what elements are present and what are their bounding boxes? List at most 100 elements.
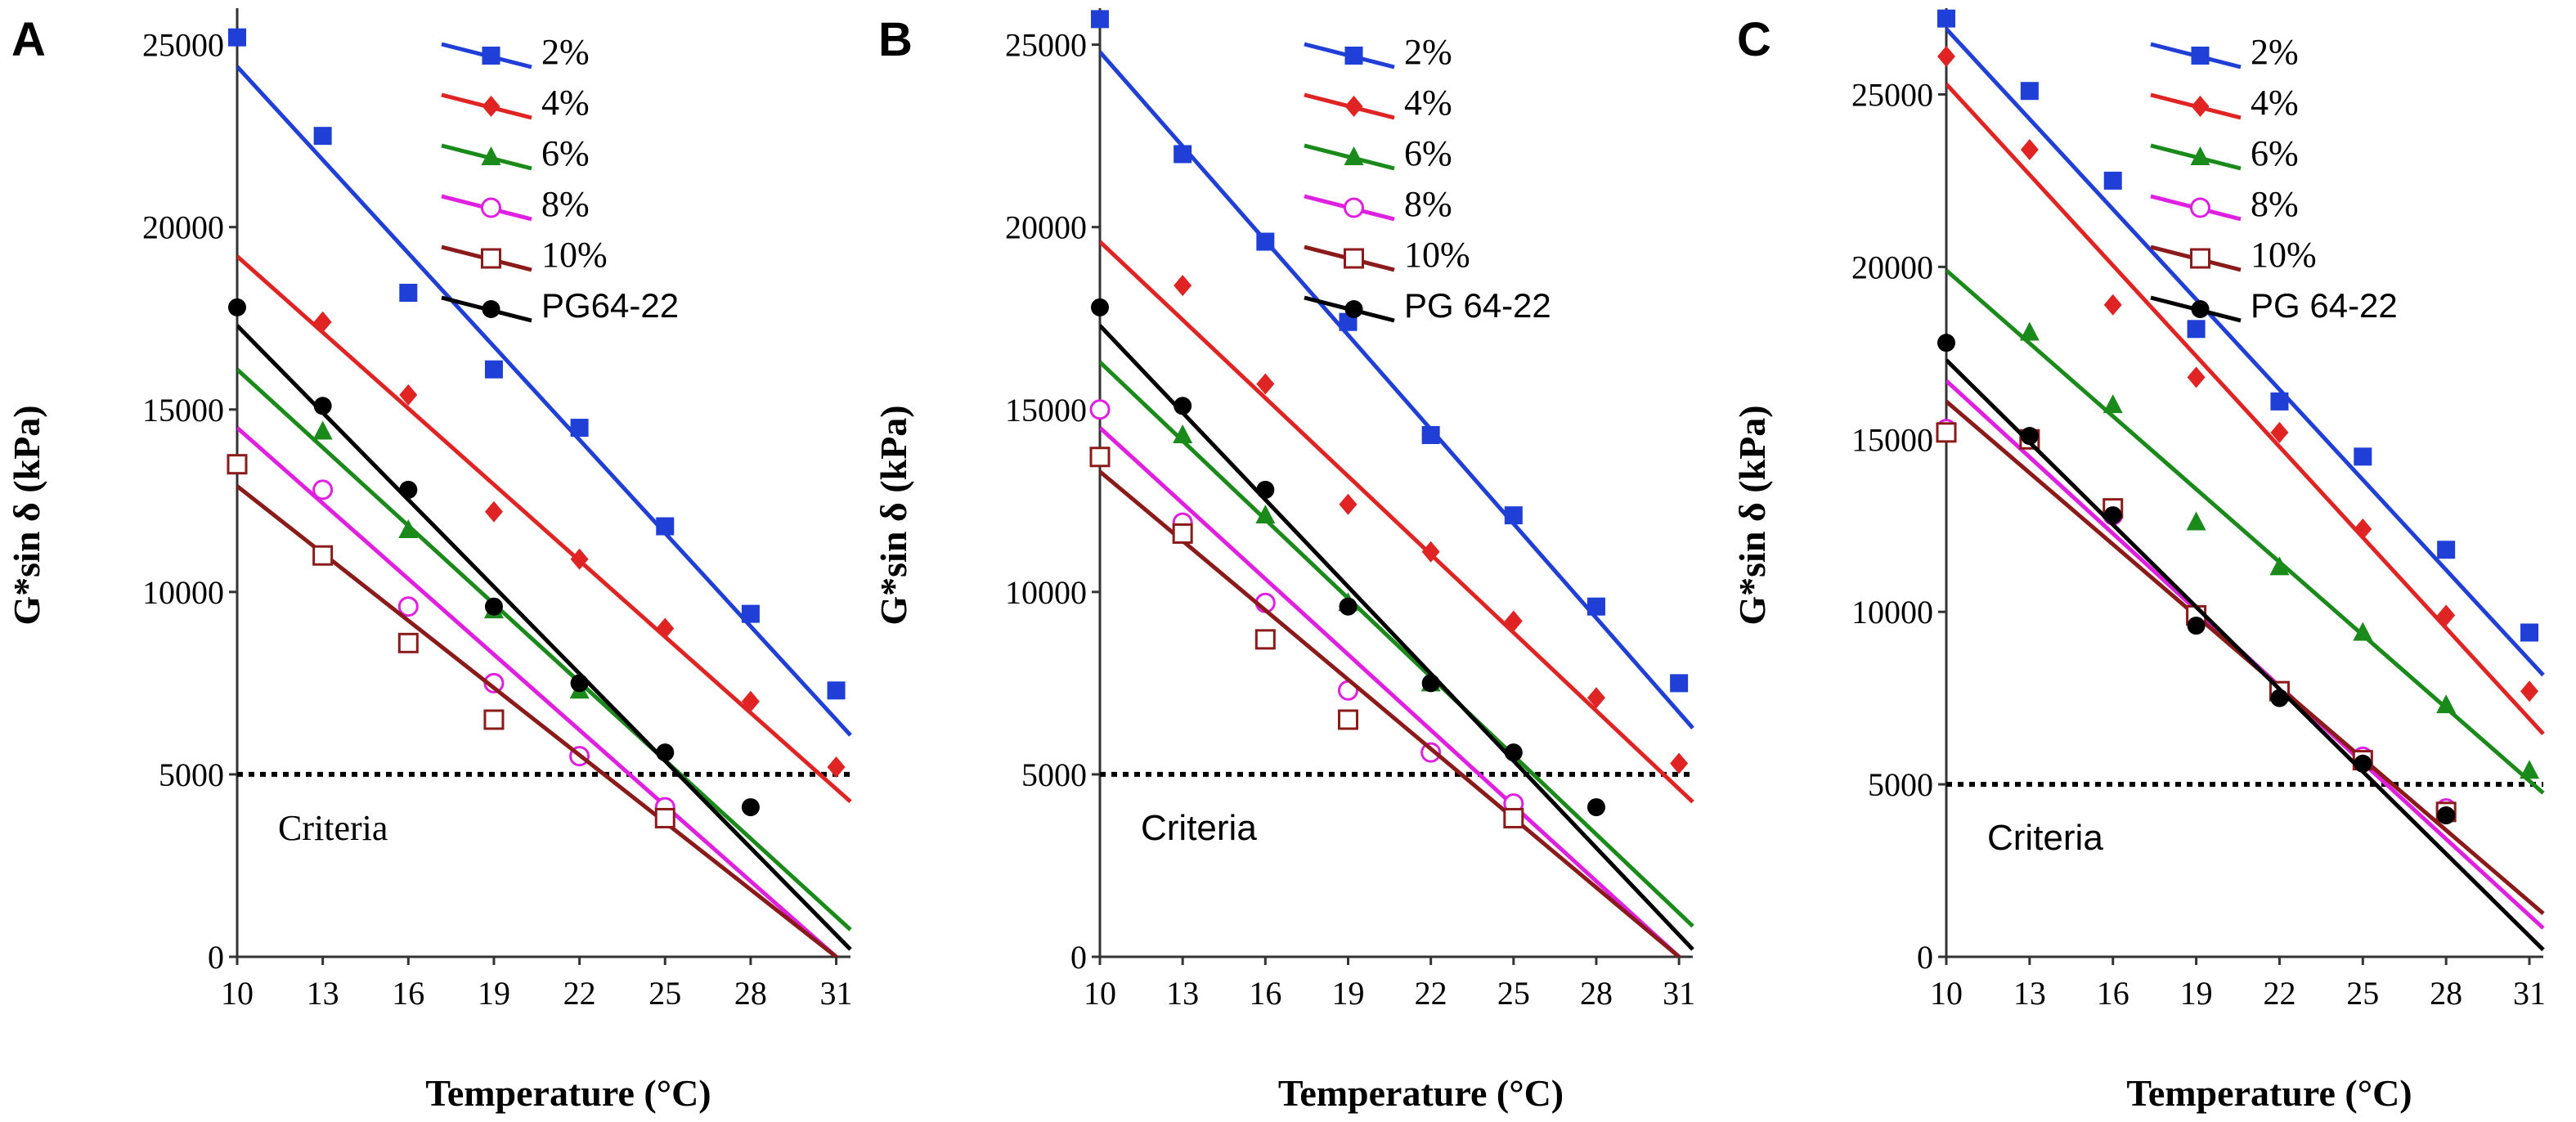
data-point <box>1174 275 1192 297</box>
legend-marker <box>2190 248 2210 269</box>
data-point <box>741 604 760 623</box>
data-point <box>484 500 503 523</box>
y-tick-label: 20000 <box>142 209 224 246</box>
x-tick-label: 16 <box>1249 975 1281 1012</box>
legend-label: 2% <box>541 32 590 72</box>
legend-entry: 6% <box>2150 133 2299 173</box>
data-point <box>2270 421 2289 443</box>
x-tick-label: 19 <box>2180 975 2213 1012</box>
legend-marker <box>481 197 501 218</box>
data-point <box>1256 373 1275 395</box>
fit-line <box>1946 358 2545 952</box>
x-axis-label: Temperature (°C) <box>425 1072 711 1114</box>
legend-entry: PG 64-22 <box>2150 286 2398 325</box>
data-point <box>656 617 675 640</box>
legend-marker <box>2191 300 2210 318</box>
data-point <box>741 798 760 817</box>
panel-b: B 10 13 16 19 22 25 28 31 0 5000 10000 15000 20000 250… <box>873 8 1695 1114</box>
data-point <box>1421 674 1440 693</box>
data-point <box>2520 680 2539 702</box>
legend-entry: PG64-22 <box>441 286 679 325</box>
legend-marker <box>2190 197 2210 218</box>
criteria-label: Criteria <box>278 808 388 848</box>
y-tick-label: 25000 <box>1851 76 1933 113</box>
data-point <box>2187 617 2206 635</box>
legend-label: 6% <box>541 133 590 173</box>
series-2- <box>1937 9 2545 677</box>
data-point <box>1174 145 1192 164</box>
fit-line <box>237 484 840 957</box>
data-point <box>2520 760 2540 779</box>
legend-label: 6% <box>2251 133 2299 173</box>
series-10- <box>227 454 840 957</box>
legend-marker <box>2190 146 2210 165</box>
fit-line <box>237 426 840 957</box>
data-point <box>399 480 418 499</box>
series-4- <box>1937 46 2545 736</box>
panel-c: C 10 13 16 19 22 25 28 31 0 5000 10000 15000 20000 250… <box>1731 8 2546 1114</box>
data-point <box>2436 694 2457 714</box>
legend-label: 8% <box>541 184 590 224</box>
data-point <box>2520 623 2539 642</box>
y-tick-label: 5000 <box>1021 756 1087 793</box>
data-point <box>2103 171 2122 190</box>
x-tick-label: 22 <box>563 975 596 1012</box>
x-tick-label: 25 <box>1497 975 1530 1012</box>
series-4- <box>237 254 852 804</box>
panel-a: A 10 13 16 19 22 25 28 31 0 5000 10000 15000 20000 250… <box>6 8 853 1114</box>
x-tick-label: 19 <box>478 975 510 1012</box>
x-tick-label: 28 <box>1580 975 1613 1012</box>
data-point <box>2020 82 2039 101</box>
legend-marker <box>1344 96 1363 117</box>
data-point <box>1937 9 1955 28</box>
data-point <box>2270 689 2289 707</box>
data-point <box>227 454 248 475</box>
data-point <box>2353 622 2373 641</box>
fit-line <box>1100 324 1694 951</box>
legend-label: 6% <box>1404 133 1452 173</box>
x-tick-label: 16 <box>392 975 424 1012</box>
data-point <box>1256 232 1275 251</box>
y-tick-label: 5000 <box>1868 766 1933 803</box>
legend-entry: 4% <box>441 83 590 123</box>
legend-label: 2% <box>1404 32 1452 72</box>
legend-entry: 8% <box>441 184 590 224</box>
legend-label: 8% <box>1404 184 1452 224</box>
legend-entry: 10% <box>1304 235 1470 275</box>
legend-label: 2% <box>2251 32 2299 72</box>
legend-entry: 2% <box>1304 32 1452 72</box>
data-point <box>313 397 332 415</box>
data-point <box>2020 427 2039 446</box>
data-point <box>1504 506 1523 525</box>
y-tick-label: 0 <box>208 939 224 976</box>
x-tick-label: 13 <box>2013 975 2046 1012</box>
legend-marker <box>482 300 500 318</box>
legend-marker <box>482 96 500 117</box>
x-axis-label: Temperature (°C) <box>1278 1072 1564 1114</box>
data-point <box>397 632 419 653</box>
data-point <box>2437 541 2456 559</box>
y-tick-label: 0 <box>1070 939 1087 976</box>
series-8- <box>1089 399 1682 957</box>
x-tick-label: 13 <box>307 975 339 1012</box>
series-pg-64-22 <box>1091 298 1694 951</box>
data-point <box>2354 518 2372 540</box>
data-point <box>1670 752 1689 774</box>
legend-entry: 2% <box>441 32 590 72</box>
data-point <box>1174 397 1192 415</box>
legend-marker <box>1344 248 1364 269</box>
legend-entry: PG 64-22 <box>1304 286 1551 325</box>
data-point <box>228 28 246 47</box>
data-point <box>827 756 846 778</box>
x-tick-label: 16 <box>2097 975 2129 1012</box>
data-point <box>1937 46 1955 68</box>
data-point <box>654 807 675 828</box>
legend-entry: 6% <box>441 133 590 173</box>
y-tick-label: 25000 <box>1005 27 1087 64</box>
data-point <box>1936 422 1957 443</box>
panel-letter: A <box>11 13 46 66</box>
fit-line <box>237 65 852 737</box>
fit-line <box>1100 360 1694 928</box>
legend-entry: 4% <box>1304 83 1452 123</box>
